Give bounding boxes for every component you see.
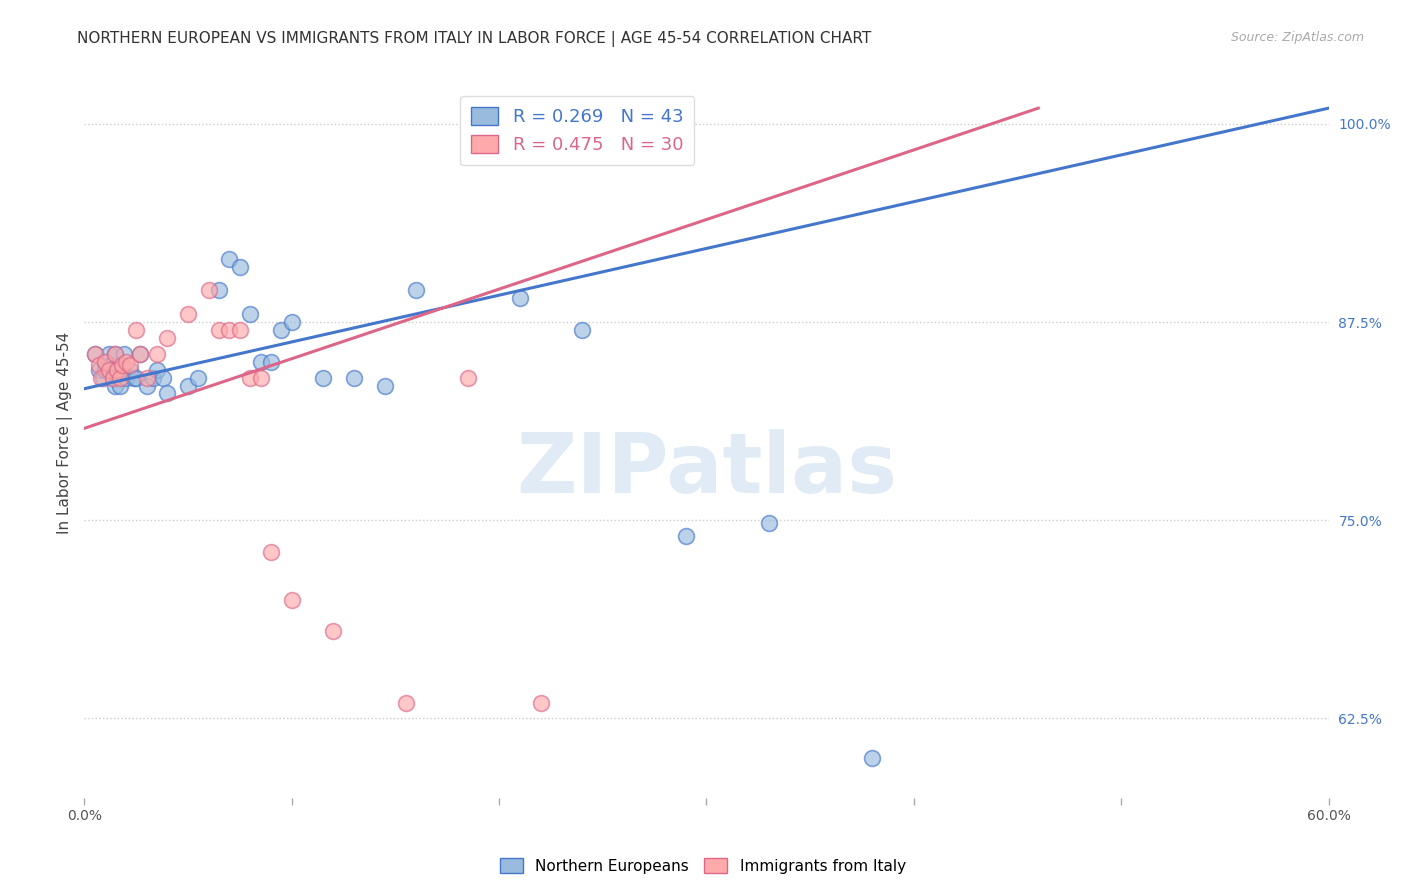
Point — [129, 347, 152, 361]
Point — [152, 370, 174, 384]
Point — [229, 323, 252, 337]
Point — [125, 370, 148, 384]
Point — [529, 696, 551, 710]
Point — [135, 378, 157, 392]
Point — [312, 370, 335, 384]
Point — [509, 291, 531, 305]
Point — [457, 370, 479, 384]
Point — [107, 362, 129, 376]
Point — [83, 347, 105, 361]
Point — [108, 370, 131, 384]
Legend: R = 0.269   N = 43, R = 0.475   N = 30: R = 0.269 N = 43, R = 0.475 N = 30 — [460, 95, 695, 165]
Point — [83, 347, 105, 361]
Point — [177, 378, 200, 392]
Point — [146, 347, 169, 361]
Point — [135, 370, 157, 384]
Point — [146, 362, 169, 376]
Point — [156, 386, 179, 401]
Point — [322, 624, 344, 639]
Point — [87, 362, 110, 376]
Point — [218, 323, 240, 337]
Point — [111, 362, 134, 376]
Point — [197, 284, 219, 298]
Point — [177, 307, 200, 321]
Point — [249, 370, 271, 384]
Point — [108, 378, 131, 392]
Legend: Northern Europeans, Immigrants from Italy: Northern Europeans, Immigrants from Ital… — [494, 852, 912, 880]
Text: Source: ZipAtlas.com: Source: ZipAtlas.com — [1230, 31, 1364, 45]
Point — [280, 315, 302, 329]
Point — [260, 355, 283, 369]
Point — [239, 307, 262, 321]
Point — [239, 370, 262, 384]
Point — [187, 370, 209, 384]
Point — [122, 370, 145, 384]
Point — [94, 355, 117, 369]
Point — [860, 751, 883, 765]
Point — [98, 347, 121, 361]
Y-axis label: In Labor Force | Age 45-54: In Labor Force | Age 45-54 — [58, 332, 73, 534]
Point — [104, 347, 127, 361]
Point — [218, 252, 240, 266]
Point — [249, 355, 271, 369]
Point — [103, 370, 125, 384]
Point — [270, 323, 292, 337]
Point — [395, 696, 418, 710]
Point — [98, 362, 121, 376]
Text: ZIPatlas: ZIPatlas — [516, 429, 897, 510]
Point — [118, 362, 141, 376]
Text: NORTHERN EUROPEAN VS IMMIGRANTS FROM ITALY IN LABOR FORCE | AGE 45-54 CORRELATIO: NORTHERN EUROPEAN VS IMMIGRANTS FROM ITA… — [77, 31, 872, 47]
Point — [343, 370, 366, 384]
Point — [229, 260, 252, 274]
Point — [91, 370, 114, 384]
Point — [87, 358, 110, 372]
Point — [107, 362, 129, 376]
Point — [208, 323, 231, 337]
Point — [114, 370, 136, 384]
Point — [94, 355, 117, 369]
Point — [100, 358, 122, 372]
Point — [114, 355, 136, 369]
Point — [156, 331, 179, 345]
Point — [208, 284, 231, 298]
Point — [104, 378, 127, 392]
Point — [280, 592, 302, 607]
Point — [405, 284, 427, 298]
Point — [142, 370, 165, 384]
Point — [125, 323, 148, 337]
Point — [118, 358, 141, 372]
Point — [104, 347, 127, 361]
Point — [94, 362, 117, 376]
Point — [111, 358, 134, 372]
Point — [90, 370, 112, 384]
Point — [260, 545, 283, 559]
Point — [103, 370, 125, 384]
Point — [374, 378, 396, 392]
Point — [758, 516, 780, 531]
Point — [675, 529, 697, 543]
Point — [571, 323, 593, 337]
Point — [112, 347, 135, 361]
Point — [129, 347, 152, 361]
